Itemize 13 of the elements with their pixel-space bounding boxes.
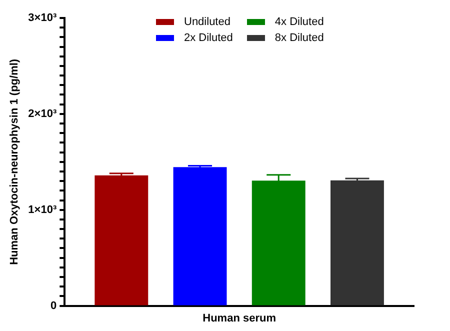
legend-label: 8x Diluted: [274, 32, 324, 44]
bar: [330, 180, 384, 306]
y-tick-label: 2×10³: [28, 108, 57, 120]
y-tick-label: 1×10³: [28, 204, 57, 216]
y-tick-label: 3×10³: [28, 12, 57, 24]
bar: [94, 175, 148, 306]
x-tick-label: Human serum: [202, 312, 276, 324]
bar: [173, 167, 227, 306]
legend-label: 4x Diluted: [274, 16, 324, 28]
y-axis-title: Human Oxytocin-neurophysin 1 (pg/ml): [8, 58, 21, 265]
legend-label: Undiluted: [184, 16, 230, 28]
legend-label: 2x Diluted: [184, 32, 233, 44]
y-tick-label: 0: [50, 300, 57, 312]
